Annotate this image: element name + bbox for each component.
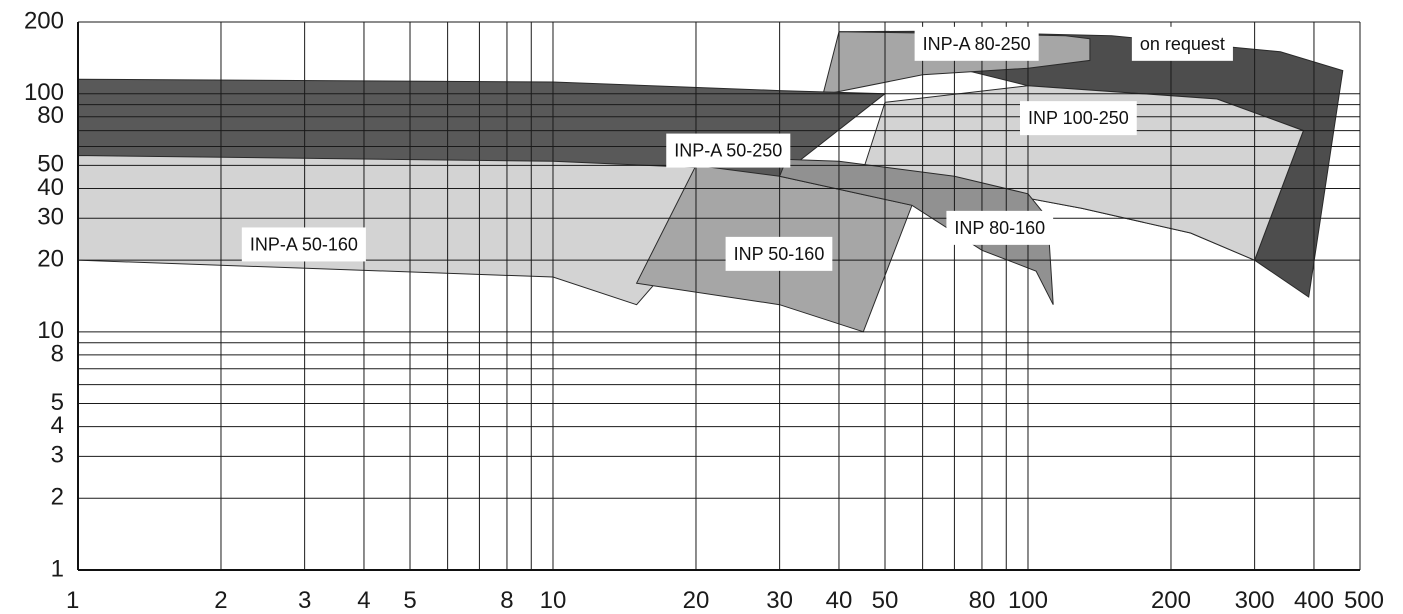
series-label-inp-100-250: INP 100-250 bbox=[1019, 101, 1137, 136]
y-tick-label: 5 bbox=[51, 389, 64, 416]
label-box bbox=[725, 236, 833, 271]
x-tick-label: 40 bbox=[826, 587, 853, 614]
y-tick-label: 80 bbox=[37, 102, 64, 129]
label-box bbox=[1131, 26, 1233, 61]
chart-regions bbox=[77, 30, 1344, 333]
x-tick-label: 80 bbox=[969, 587, 996, 614]
y-tick-label: 20 bbox=[37, 245, 64, 272]
chart-grid bbox=[77, 21, 1361, 571]
x-tick-label: 400 bbox=[1294, 587, 1334, 614]
y-tick-label: 30 bbox=[37, 204, 64, 231]
y-tick-label: 1 bbox=[51, 555, 64, 582]
series-labels: on request INP-A 80-250 INP 100-250 INP-A 5… bbox=[241, 26, 1233, 271]
x-tick-label: 10 bbox=[540, 587, 567, 614]
label-text: on request bbox=[1140, 34, 1225, 54]
x-tick-label: 5 bbox=[403, 587, 416, 614]
x-tick-label: 300 bbox=[1235, 587, 1275, 614]
y-tick-label: 4 bbox=[51, 412, 64, 439]
x-tick-label: 8 bbox=[500, 587, 513, 614]
label-text: INP 100-250 bbox=[1028, 108, 1129, 128]
x-tick-label: 1 bbox=[66, 587, 79, 614]
y-tick-label: 3 bbox=[51, 442, 64, 469]
x-tick-label: 50 bbox=[872, 587, 899, 614]
label-box bbox=[946, 210, 1054, 245]
series-label-inp-80-160: INP 80-160 bbox=[946, 210, 1054, 245]
label-text: INP 80-160 bbox=[954, 218, 1045, 238]
label-text: INP-A 80-250 bbox=[923, 34, 1031, 54]
y-tick-label: 200 bbox=[24, 7, 64, 34]
label-text: INP-A 50-250 bbox=[674, 141, 782, 161]
x-tick-label: 100 bbox=[1008, 587, 1048, 614]
y-tick-label: 40 bbox=[37, 174, 64, 201]
label-box bbox=[666, 133, 791, 168]
label-box bbox=[914, 26, 1039, 61]
region-inp-80-160 bbox=[778, 158, 1054, 305]
label-text: INP 50-160 bbox=[734, 244, 825, 264]
x-tick-label: 500 bbox=[1344, 587, 1384, 614]
series-label-on-request: on request bbox=[1131, 26, 1233, 61]
x-tick-label: 200 bbox=[1151, 587, 1191, 614]
label-text: INP-A 50-160 bbox=[250, 234, 358, 254]
x-tick-label: 3 bbox=[298, 587, 311, 614]
x-tick-label: 30 bbox=[766, 587, 793, 614]
series-label-inp-a-80-250: INP-A 80-250 bbox=[914, 26, 1039, 61]
x-tick-label: 4 bbox=[357, 587, 370, 614]
label-box bbox=[241, 227, 366, 262]
y-tick-label: 10 bbox=[37, 317, 64, 344]
y-tick-label: 100 bbox=[24, 79, 64, 106]
x-tick-label: 2 bbox=[214, 587, 227, 614]
series-label-inp-a-50-160: INP-A 50-160 bbox=[241, 227, 366, 262]
y-tick-label: 8 bbox=[51, 340, 64, 367]
y-tick-label: 2 bbox=[51, 484, 64, 511]
x-tick-label: 20 bbox=[683, 587, 710, 614]
series-label-inp-50-160: INP 50-160 bbox=[725, 236, 833, 271]
series-label-inp-a-50-250: INP-A 50-250 bbox=[666, 133, 791, 168]
label-box bbox=[1019, 101, 1137, 136]
y-tick-label: 50 bbox=[37, 151, 64, 178]
x-tick-labels: 1 2 3 4 5 8 10 20 30 40 50 80 100 200 300 400 500 bbox=[66, 587, 1384, 614]
